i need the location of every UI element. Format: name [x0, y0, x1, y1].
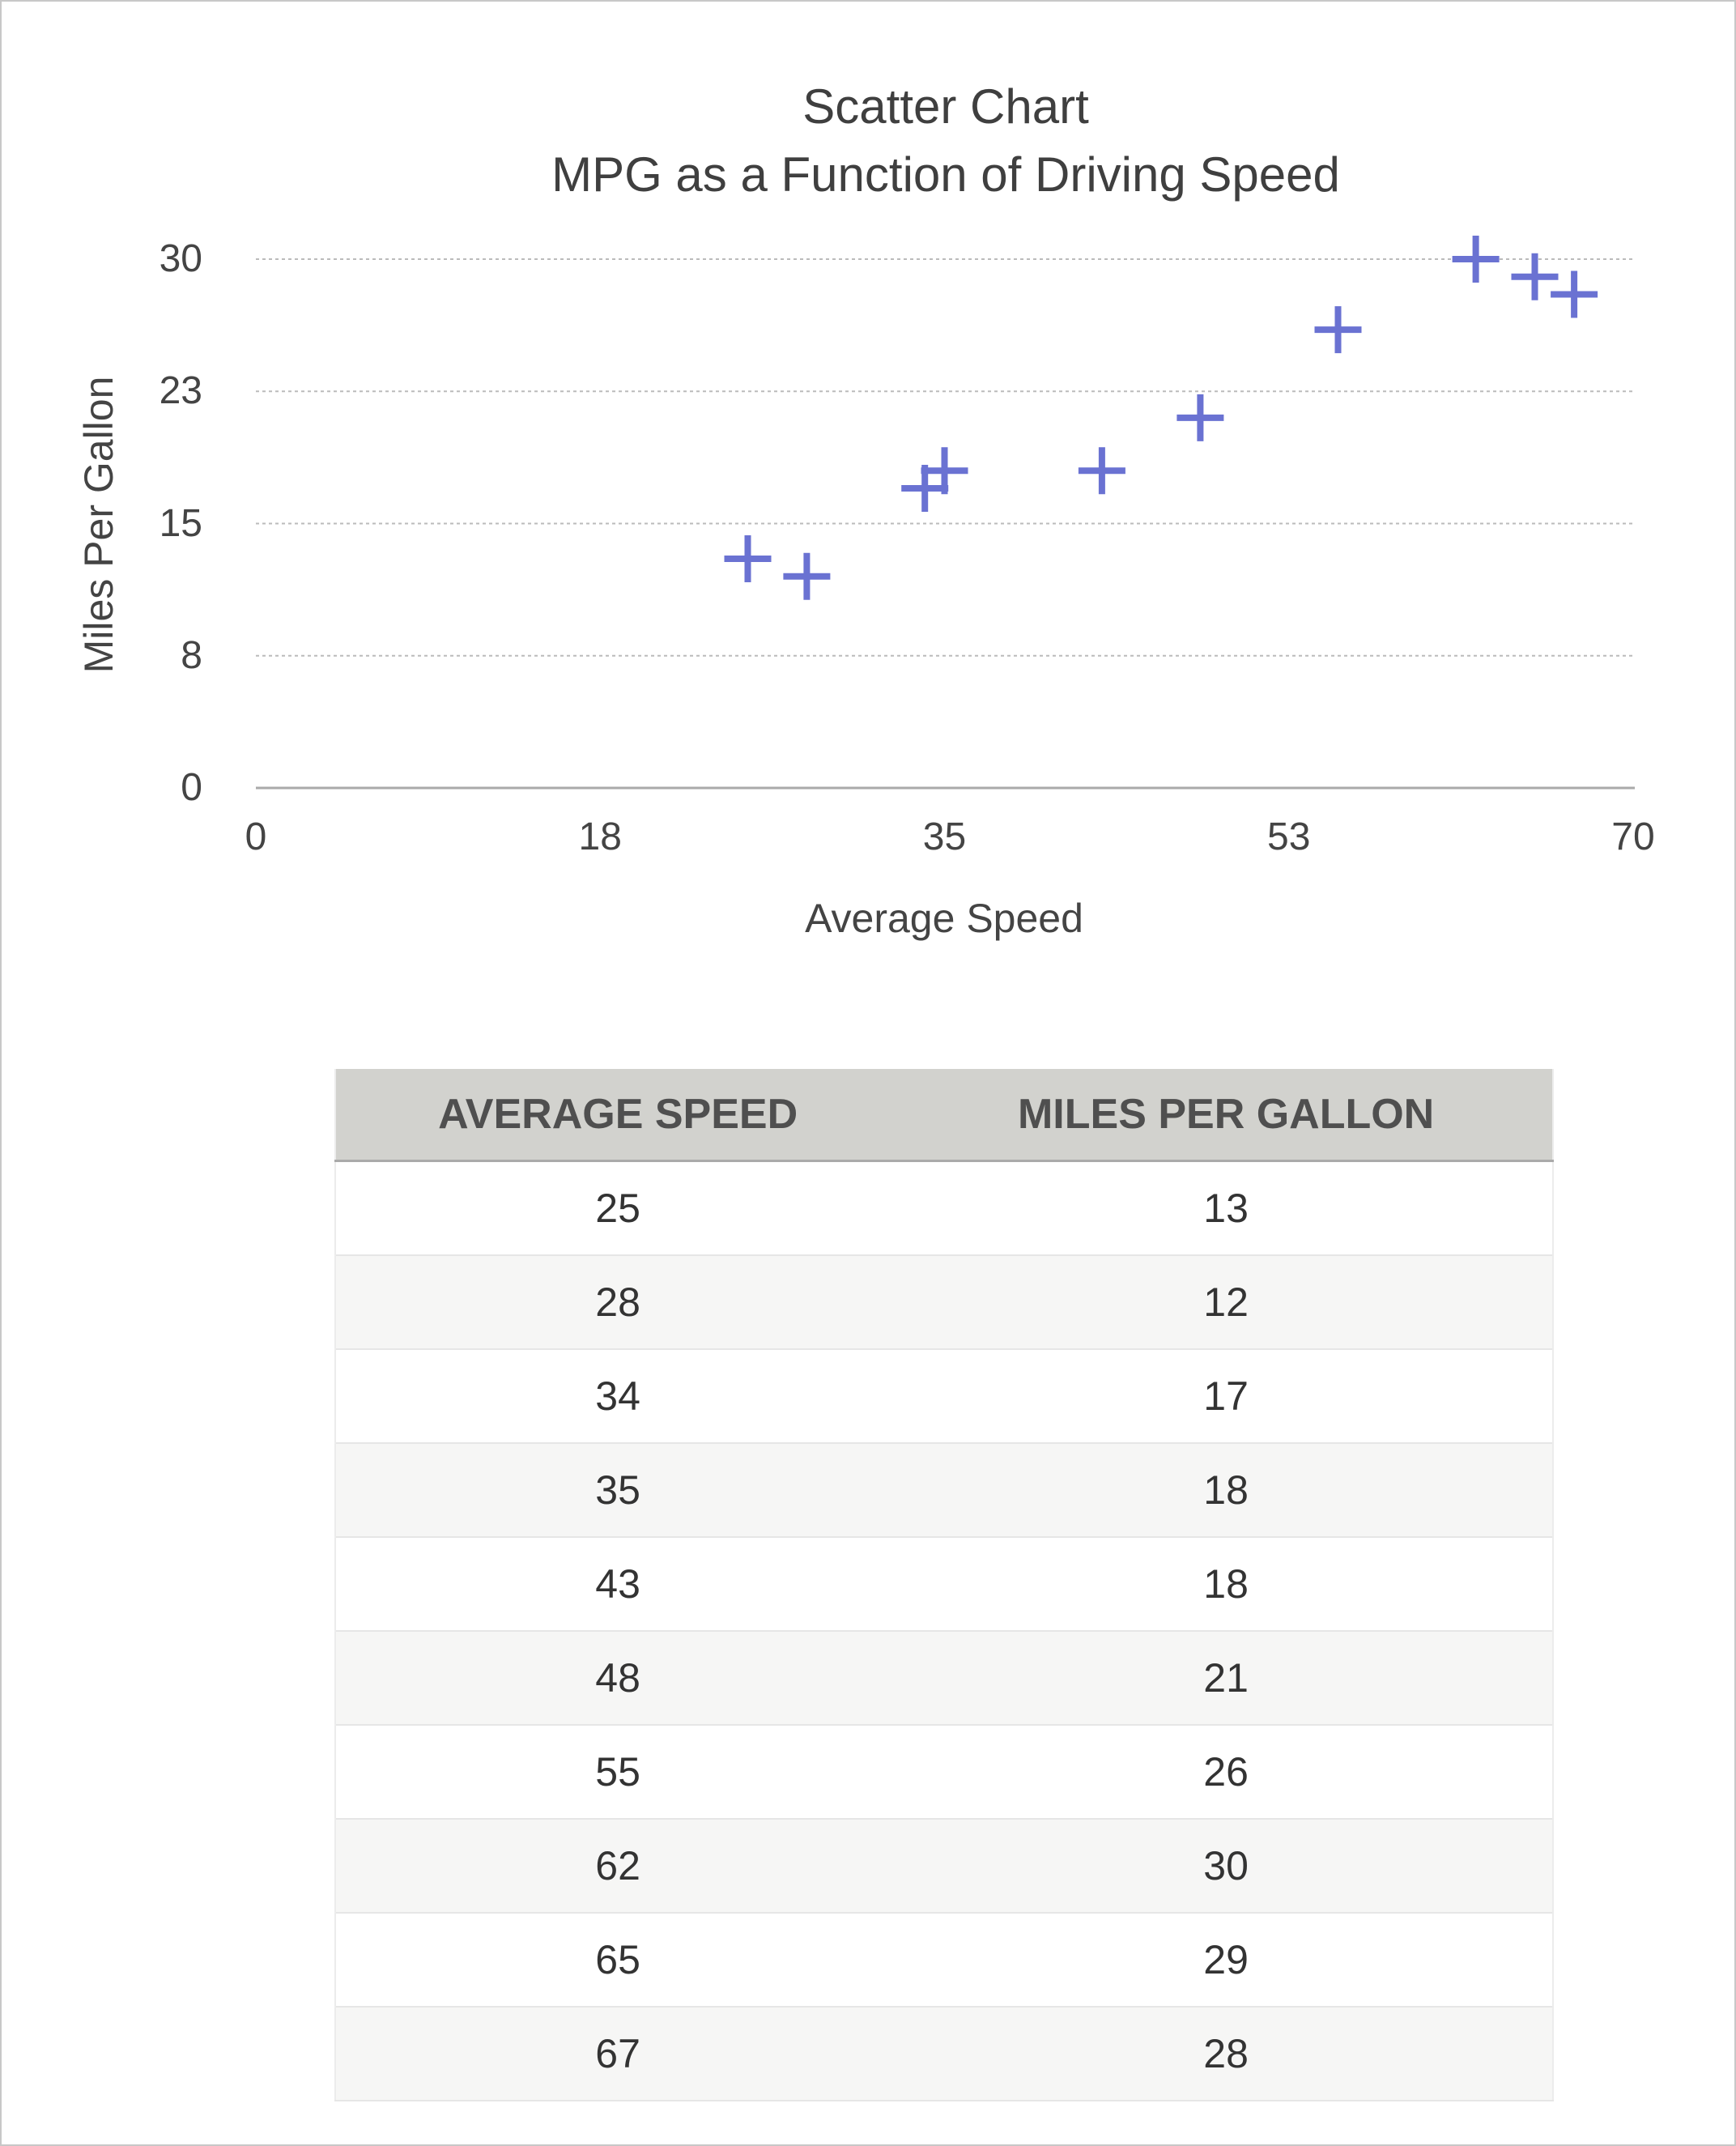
- cell-miles-per-gallon: 26: [900, 1724, 1554, 1819]
- table-row: 55 26: [334, 1724, 1554, 1819]
- data-point: [921, 447, 968, 495]
- cell-average-speed: 35: [334, 1442, 900, 1537]
- data-point: [1078, 447, 1125, 495]
- data-point: [1314, 306, 1362, 354]
- x-axis-label: Average Speed: [805, 896, 1083, 941]
- cell-miles-per-gallon: 18: [900, 1442, 1554, 1537]
- column-header-average-speed: AVERAGE SPEED: [334, 1069, 900, 1162]
- y-tick-label: 0: [181, 766, 202, 809]
- table-row: 28 12: [334, 1254, 1554, 1349]
- y-tick-label: 8: [181, 633, 202, 677]
- data-point: [724, 535, 772, 583]
- y-axis-label: Miles Per Gallon: [76, 376, 121, 674]
- cell-average-speed: 55: [334, 1724, 900, 1819]
- table-header-row: AVERAGE SPEED MILES PER GALLON: [334, 1069, 1554, 1162]
- x-tick-label: 70: [1611, 815, 1655, 858]
- cell-miles-per-gallon: 13: [900, 1160, 1554, 1255]
- cell-average-speed: 43: [334, 1536, 900, 1631]
- cell-average-speed: 34: [334, 1348, 900, 1443]
- cell-average-speed: 25: [334, 1160, 900, 1255]
- table-row: 43 18: [334, 1536, 1554, 1631]
- chart-title: Scatter Chart: [802, 79, 1089, 134]
- data-point: [1452, 236, 1500, 283]
- data-point: [1551, 270, 1598, 318]
- cell-miles-per-gallon: 21: [900, 1630, 1554, 1725]
- data-point: [783, 552, 831, 600]
- chart-subtitle: MPG as a Function of Driving Speed: [551, 147, 1340, 202]
- table-row: 65 29: [334, 1912, 1554, 2007]
- table-row: 25 13: [334, 1160, 1554, 1255]
- y-tick-label: 23: [159, 369, 202, 413]
- cell-miles-per-gallon: 18: [900, 1536, 1554, 1631]
- table-row: 67 28: [334, 2006, 1554, 2101]
- table-row: 35 18: [334, 1442, 1554, 1537]
- y-tick-label: 15: [159, 501, 202, 545]
- table-row: 34 17: [334, 1348, 1554, 1443]
- cell-miles-per-gallon: 28: [900, 2006, 1554, 2101]
- scatter-plot: [256, 236, 1635, 790]
- cell-average-speed: 62: [334, 1818, 900, 1913]
- cell-miles-per-gallon: 30: [900, 1818, 1554, 1913]
- x-tick-label: 0: [245, 815, 267, 858]
- x-tick-label: 18: [578, 815, 622, 858]
- data-table: AVERAGE SPEED MILES PER GALLON 25 13 28 12 3…: [334, 1069, 1554, 2101]
- data-point: [1176, 394, 1224, 441]
- cell-miles-per-gallon: 17: [900, 1348, 1554, 1443]
- table-row: 62 30: [334, 1818, 1554, 1913]
- x-tick-label: 35: [922, 815, 967, 858]
- cell-average-speed: 67: [334, 2006, 900, 2101]
- data-point: [1511, 253, 1559, 300]
- x-tick-label: 53: [1267, 815, 1311, 858]
- column-header-miles-per-gallon: MILES PER GALLON: [900, 1069, 1554, 1162]
- y-tick-label: 30: [159, 237, 202, 280]
- cell-miles-per-gallon: 12: [900, 1254, 1554, 1349]
- cell-miles-per-gallon: 29: [900, 1912, 1554, 2007]
- cell-average-speed: 48: [334, 1630, 900, 1725]
- cell-average-speed: 28: [334, 1254, 900, 1349]
- table-row: 48 21: [334, 1630, 1554, 1725]
- cell-average-speed: 65: [334, 1912, 900, 2007]
